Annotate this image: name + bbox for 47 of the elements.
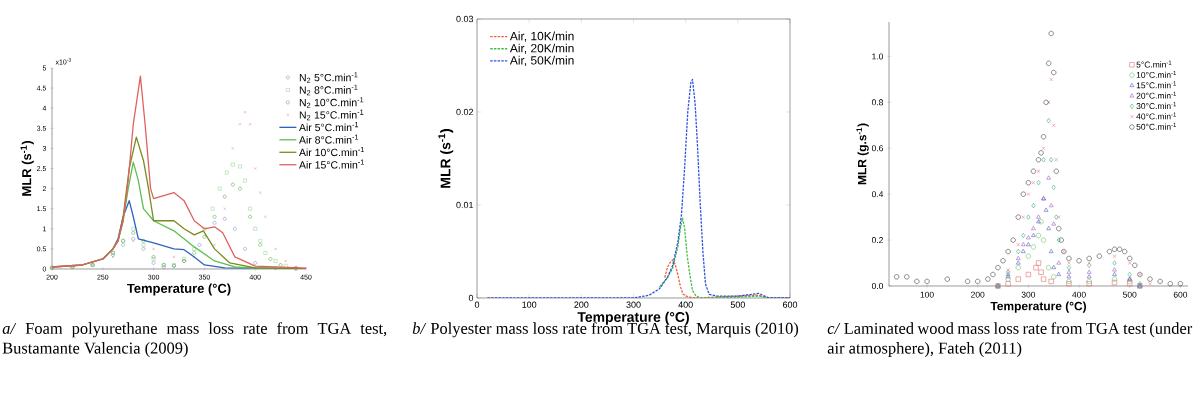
y-axis-title: MLR (s$^{-1}$) [20, 141, 34, 196]
legend-label: N$_{2}$ 15°C.min$^{-1}$ [299, 109, 364, 121]
text: a/ Foam polyurethane mass loss rate from TGA test, Bustamante Valencia (2009) [2, 322, 387, 357]
x-axis-title: Temperature (°C) [127, 283, 231, 296]
legend-label: N$_{2}$ 10°C.min$^{-1}$ [299, 97, 364, 108]
x-tick-label: 300 [1021, 291, 1036, 298]
y-axis-title: MLR (g.s$^{-1}$) [856, 123, 869, 185]
y-tick-label: 0.02 [456, 108, 474, 116]
x-tick-label: 0 [474, 301, 480, 308]
x-axis-title: Temperature (°C) [990, 301, 1087, 313]
y-tick-label: 0.03 [456, 15, 474, 23]
y-tick-label: 0.01 [456, 201, 474, 209]
legend-label: Air 15°C.min$^{-1}$ [299, 159, 364, 169]
x-tick-label: 500 [730, 301, 745, 308]
y-tick-label: 0.0 [871, 283, 884, 289]
y-tick-label: 0.6 [871, 145, 883, 152]
legend-label: 15°C.min$^{-1}$ [1136, 81, 1177, 89]
y-tick-label: 1.0 [872, 53, 884, 60]
x-tick-label: 400 [1072, 291, 1086, 298]
legend-label: 50°C.min$^{-1}$ [1136, 122, 1177, 130]
legend-label: 30°C.min$^{-1}$ [1136, 102, 1177, 110]
y-tick-label: 0.8 [871, 99, 883, 106]
legend-label: N$_{2}$ 8°C.min$^{-1}$ [299, 84, 358, 96]
legend-label: Air 5°C.min$^{-1}$ [299, 122, 359, 132]
y-axis-title: MLR (s$^{-1}$) [438, 129, 454, 188]
legend-label: Air 10°C.min$^{-1}$ [299, 147, 364, 157]
legend-label: 5°C.min$^{-1}$ [1136, 60, 1172, 68]
x-tick-label: 500 [1123, 291, 1137, 298]
x-tick-label: 600 [1173, 291, 1188, 298]
x-tick-label: 100 [522, 301, 537, 308]
legend-label: Air, 10K/min [509, 31, 574, 42]
legend-label: 40°C.min$^{-1}$ [1136, 112, 1177, 120]
x-tick-label: 200 [574, 301, 589, 308]
x-tick-label: 600 [782, 301, 798, 308]
legend-label: 20°C.min$^{-1}$ [1136, 91, 1177, 99]
x-tick-label: 100 [920, 291, 934, 298]
y-tick-label: 0.4 [871, 191, 884, 198]
legend-label: N$_{2}$ 5°C.min$^{-1}$ [299, 72, 358, 83]
legend-label: Air, 50K/min [509, 55, 574, 67]
legend-label: Air, 20K/min [509, 43, 574, 54]
x-tick-label: 400 [678, 301, 693, 308]
x-tick-label: 200 [971, 291, 985, 298]
text: c/ Laminated wood mass loss rate from TGA test (under air atmosphere), Fateh (2011) [827, 322, 1193, 357]
legend-label: Air 8°C.min$^{-1}$ [299, 134, 359, 144]
y-tick-label: 0.2 [871, 237, 883, 244]
x-tick-label: 300 [626, 301, 641, 308]
legend-label: 10°C.min$^{-1}$ [1136, 70, 1177, 78]
